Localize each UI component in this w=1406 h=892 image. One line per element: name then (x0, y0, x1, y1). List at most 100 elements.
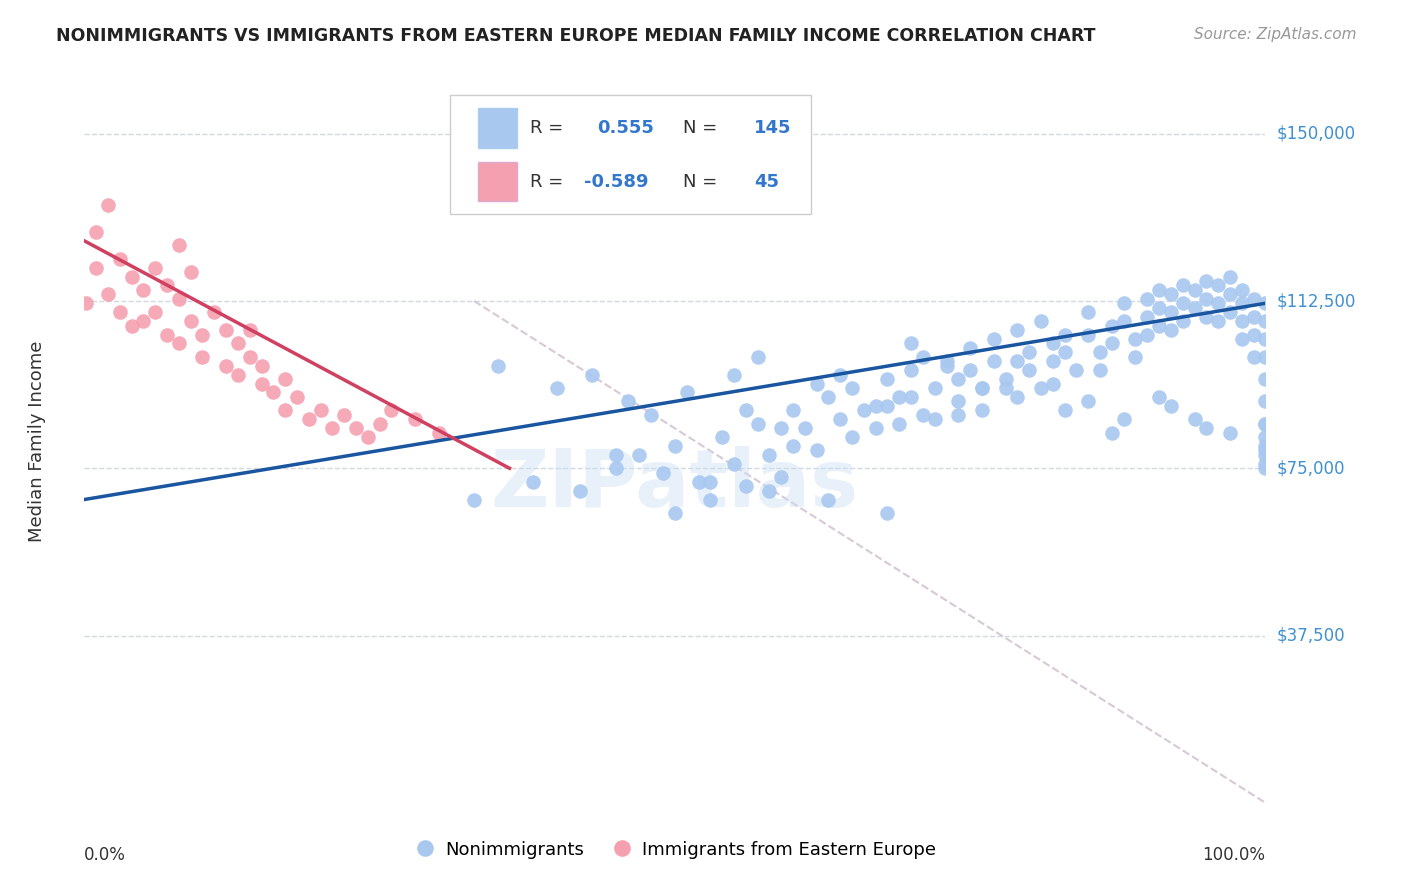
Point (688, 475, 710, 489)
Point (298, 412, 321, 426)
Point (156, 278, 179, 293)
Point (817, 492, 839, 507)
Point (463, 492, 485, 507)
Point (226, 368, 249, 382)
Point (1254, 443, 1277, 458)
Point (841, 430, 863, 444)
Point (380, 403, 402, 417)
Point (239, 350, 262, 364)
Point (1029, 381, 1052, 395)
Point (202, 305, 225, 319)
Point (1254, 417, 1277, 431)
Point (180, 314, 202, 328)
Point (876, 399, 898, 413)
Text: 45: 45 (754, 172, 779, 191)
Point (640, 408, 662, 422)
Point (830, 368, 852, 382)
Point (1147, 318, 1170, 333)
Point (734, 403, 756, 417)
Point (1029, 314, 1052, 328)
Point (1254, 457, 1277, 471)
Point (1254, 439, 1277, 453)
Point (876, 506, 898, 520)
Point (900, 363, 922, 377)
Point (935, 359, 957, 373)
Point (900, 390, 922, 404)
Point (1042, 376, 1064, 391)
Point (108, 252, 131, 266)
Point (959, 363, 981, 377)
Point (983, 332, 1005, 346)
Point (970, 381, 993, 395)
Text: 0.0%: 0.0% (84, 847, 127, 864)
Point (274, 372, 297, 386)
Point (1195, 421, 1218, 435)
Point (274, 403, 297, 417)
Point (1254, 350, 1277, 364)
Point (1101, 336, 1123, 351)
Point (793, 421, 815, 435)
Point (1206, 278, 1229, 293)
Point (900, 336, 922, 351)
Point (830, 412, 852, 426)
Point (1160, 323, 1182, 337)
Point (1184, 283, 1206, 297)
Point (1171, 314, 1194, 328)
Point (675, 385, 697, 400)
Point (1007, 354, 1029, 368)
Point (191, 350, 214, 364)
Point (368, 417, 391, 431)
Point (852, 403, 875, 417)
Point (1195, 274, 1218, 288)
Text: $150,000: $150,000 (1277, 125, 1355, 143)
Point (1101, 318, 1123, 333)
Bar (478, 161, 516, 202)
Point (1136, 327, 1159, 342)
Point (1053, 345, 1076, 359)
Point (581, 368, 603, 382)
Point (546, 381, 568, 395)
Point (1077, 305, 1099, 319)
Point (215, 323, 238, 337)
Point (806, 376, 828, 391)
Point (970, 381, 993, 395)
Point (652, 466, 675, 480)
Text: Source: ZipAtlas.com: Source: ZipAtlas.com (1194, 27, 1357, 42)
Point (1007, 390, 1029, 404)
Point (1230, 296, 1253, 310)
Point (1077, 327, 1099, 342)
Point (1147, 390, 1170, 404)
Point (699, 475, 721, 489)
Point (1112, 314, 1135, 328)
Point (1112, 296, 1135, 310)
Point (309, 403, 332, 417)
Text: Median Family Income: Median Family Income (28, 341, 46, 542)
Point (616, 394, 638, 409)
Text: ZIPatlas: ZIPatlas (491, 446, 859, 524)
Point (167, 238, 190, 252)
Point (628, 448, 651, 462)
Point (569, 483, 592, 498)
Point (1184, 412, 1206, 426)
Point (1195, 292, 1218, 306)
Point (1042, 354, 1064, 368)
Point (711, 430, 734, 444)
Point (486, 359, 509, 373)
Point (239, 323, 262, 337)
Text: -0.589: -0.589 (583, 172, 648, 191)
Point (1230, 283, 1253, 297)
Point (180, 265, 202, 279)
Point (132, 314, 155, 328)
Point (1219, 287, 1241, 301)
Point (924, 381, 946, 395)
Point (1243, 292, 1265, 306)
Text: R =: R = (530, 119, 568, 136)
Text: 100.0%: 100.0% (1202, 847, 1265, 864)
Point (1219, 425, 1241, 440)
Point (1018, 345, 1040, 359)
Point (285, 390, 308, 404)
Point (841, 381, 863, 395)
Point (97, 287, 120, 301)
Point (1066, 363, 1088, 377)
Point (1254, 296, 1277, 310)
